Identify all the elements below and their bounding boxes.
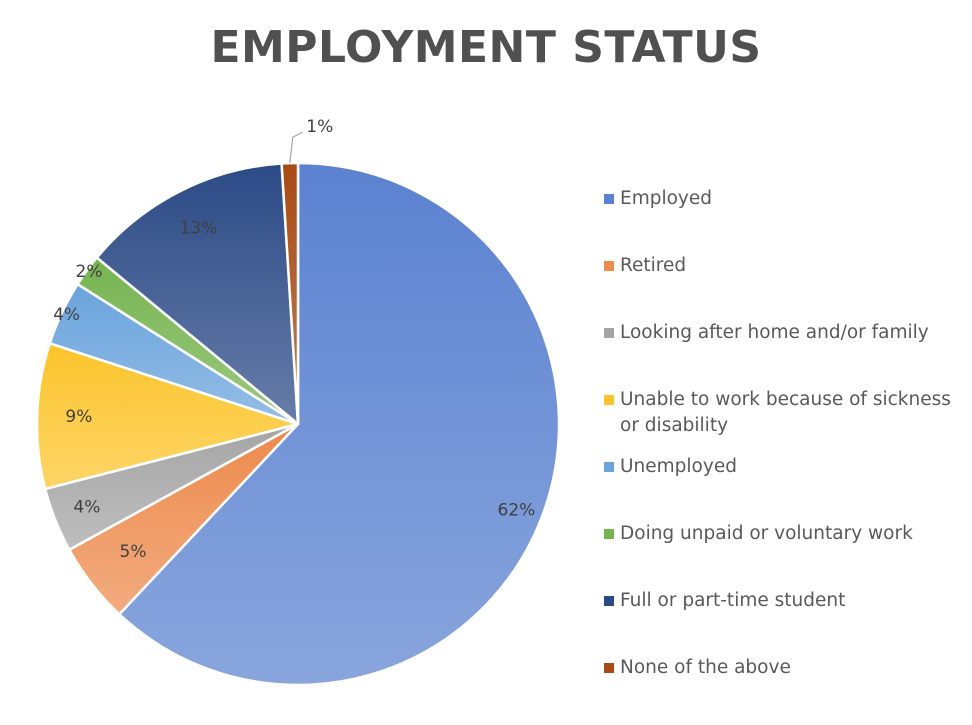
legend-label-retired: Retired — [620, 255, 687, 276]
pie-slice-none-of-the-above — [280, 161, 300, 426]
pie-slice-unable-to-work-because-of-sickness-or-disability — [35, 342, 300, 491]
legend-item-looking-after-home-and-or-family: Looking after home and/or family — [604, 320, 970, 346]
legend-label-employed: Employed — [620, 188, 712, 209]
legend-label-unable-to-work-because-of-sickness-or-disability: Unable to work because of sickness or di… — [620, 389, 951, 436]
leader-line-none-of-the-above — [289, 131, 304, 164]
legend-item-retired: Retired — [604, 253, 970, 279]
legend-item-doing-unpaid-or-voluntary-work: Doing unpaid or voluntary work — [604, 521, 970, 547]
legend-label-doing-unpaid-or-voluntary-work: Doing unpaid or voluntary work — [620, 523, 913, 544]
pie-slice-full-or-part-time-student — [95, 162, 300, 426]
data-label-unable-to-work-because-of-sickness-or-disability: 9% — [65, 407, 92, 427]
legend-label-full-or-part-time-student: Full or part-time student — [620, 590, 846, 611]
data-label-retired: 5% — [120, 542, 147, 562]
legend-label-looking-after-home-and-or-family: Looking after home and/or family — [620, 322, 929, 343]
data-label-none-of-the-above: 1% — [306, 117, 333, 137]
data-label-unemployed: 4% — [53, 305, 80, 325]
legend-item-none-of-the-above: None of the above — [604, 655, 970, 681]
legend-item-unable-to-work-because-of-sickness-or-disability: Unable to work because of sickness or di… — [604, 387, 970, 439]
legend-item-unemployed: Unemployed — [604, 454, 970, 480]
pie-slices — [35, 161, 561, 687]
legend-swatch-retired — [604, 261, 614, 271]
data-label-full-or-part-time-student: 13% — [180, 219, 218, 239]
legend-item-full-or-part-time-student: Full or part-time student — [604, 588, 970, 614]
pie-slice-employed — [118, 161, 561, 687]
legend-swatch-employed — [604, 194, 614, 204]
pie-labels: 62% 5% 4% 9% 4% 2% 13% 1% — [53, 117, 535, 562]
legend-swatch-unable-to-work-because-of-sickness-or-disability — [604, 395, 614, 405]
legend-swatch-looking-after-home-and-or-family — [604, 328, 614, 338]
data-label-doing-unpaid-or-voluntary-work: 2% — [76, 262, 103, 282]
data-label-looking-after-home-and-or-family: 4% — [73, 498, 100, 518]
legend-swatch-doing-unpaid-or-voluntary-work — [604, 529, 614, 539]
legend-swatch-full-or-part-time-student — [604, 596, 614, 606]
chart-title: EMPLOYMENT STATUS — [210, 22, 762, 73]
legend-label-none-of-the-above: None of the above — [620, 657, 791, 678]
legend-item-employed: Employed — [604, 186, 970, 212]
legend-swatch-unemployed — [604, 462, 614, 472]
legend-swatch-none-of-the-above — [604, 663, 614, 673]
legend-label-unemployed: Unemployed — [620, 456, 737, 477]
data-label-employed: 62% — [498, 501, 536, 521]
